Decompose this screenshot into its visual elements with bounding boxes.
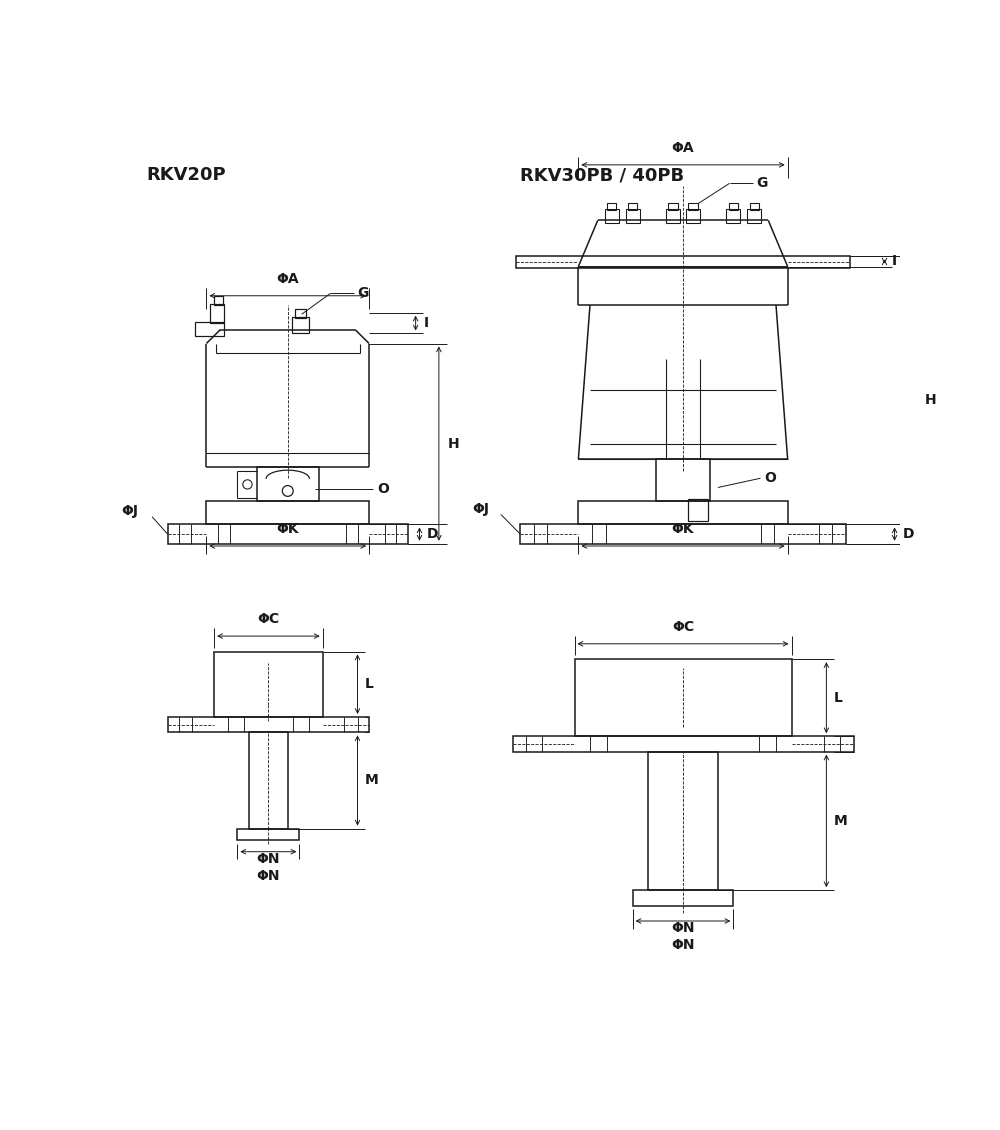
Bar bbox=[168, 524, 408, 544]
Bar bbox=[729, 202, 738, 209]
Text: ΦA: ΦA bbox=[276, 271, 299, 286]
Bar bbox=[656, 459, 710, 502]
Text: RKV30PB / 40PB: RKV30PB / 40PB bbox=[520, 166, 684, 184]
Text: ΦJ: ΦJ bbox=[121, 504, 138, 519]
Text: ΦA: ΦA bbox=[672, 141, 694, 155]
Bar bbox=[206, 502, 369, 524]
Text: L: L bbox=[834, 690, 843, 705]
Text: G: G bbox=[757, 176, 768, 190]
Bar bbox=[648, 751, 718, 890]
Bar bbox=[686, 209, 700, 223]
Text: I: I bbox=[423, 316, 429, 330]
Text: RKV20P: RKV20P bbox=[147, 166, 226, 184]
Bar bbox=[574, 659, 792, 737]
Text: L: L bbox=[365, 677, 374, 692]
Text: ΦK: ΦK bbox=[276, 522, 299, 536]
Text: D: D bbox=[902, 527, 914, 541]
Text: M: M bbox=[834, 814, 848, 828]
Bar bbox=[195, 322, 224, 336]
Bar bbox=[688, 499, 708, 521]
Text: ΦN: ΦN bbox=[671, 938, 695, 951]
Bar bbox=[633, 890, 733, 905]
Bar bbox=[578, 502, 788, 524]
Bar bbox=[168, 716, 369, 732]
Bar bbox=[666, 209, 680, 223]
Text: ΦN: ΦN bbox=[257, 852, 280, 866]
Bar bbox=[214, 296, 223, 305]
Bar bbox=[726, 209, 740, 223]
Text: D: D bbox=[427, 527, 439, 541]
Bar bbox=[249, 732, 288, 828]
Bar bbox=[750, 202, 759, 209]
Bar bbox=[214, 652, 323, 716]
Text: G: G bbox=[358, 286, 369, 301]
Bar bbox=[512, 737, 854, 751]
Bar bbox=[668, 202, 678, 209]
Bar bbox=[605, 209, 619, 223]
Bar bbox=[628, 202, 637, 209]
Bar bbox=[292, 316, 309, 333]
Text: ΦK: ΦK bbox=[672, 522, 694, 536]
Bar bbox=[516, 257, 850, 268]
Text: H: H bbox=[448, 436, 460, 451]
Bar bbox=[626, 209, 640, 223]
Text: ΦC: ΦC bbox=[257, 612, 279, 626]
Bar bbox=[607, 202, 616, 209]
Text: H: H bbox=[925, 393, 936, 407]
Text: ΦJ: ΦJ bbox=[472, 502, 489, 516]
Text: ΦN: ΦN bbox=[671, 921, 695, 935]
Bar bbox=[295, 308, 306, 318]
Text: O: O bbox=[764, 471, 776, 485]
Text: I: I bbox=[892, 254, 897, 269]
Bar bbox=[520, 524, 846, 544]
Text: M: M bbox=[365, 773, 379, 788]
Text: O: O bbox=[377, 483, 389, 496]
Bar bbox=[688, 202, 698, 209]
Bar bbox=[257, 467, 319, 502]
Text: ΦN: ΦN bbox=[257, 869, 280, 884]
Bar bbox=[210, 304, 224, 323]
Bar bbox=[237, 828, 299, 840]
Text: ΦC: ΦC bbox=[672, 619, 694, 634]
Bar bbox=[747, 209, 761, 223]
